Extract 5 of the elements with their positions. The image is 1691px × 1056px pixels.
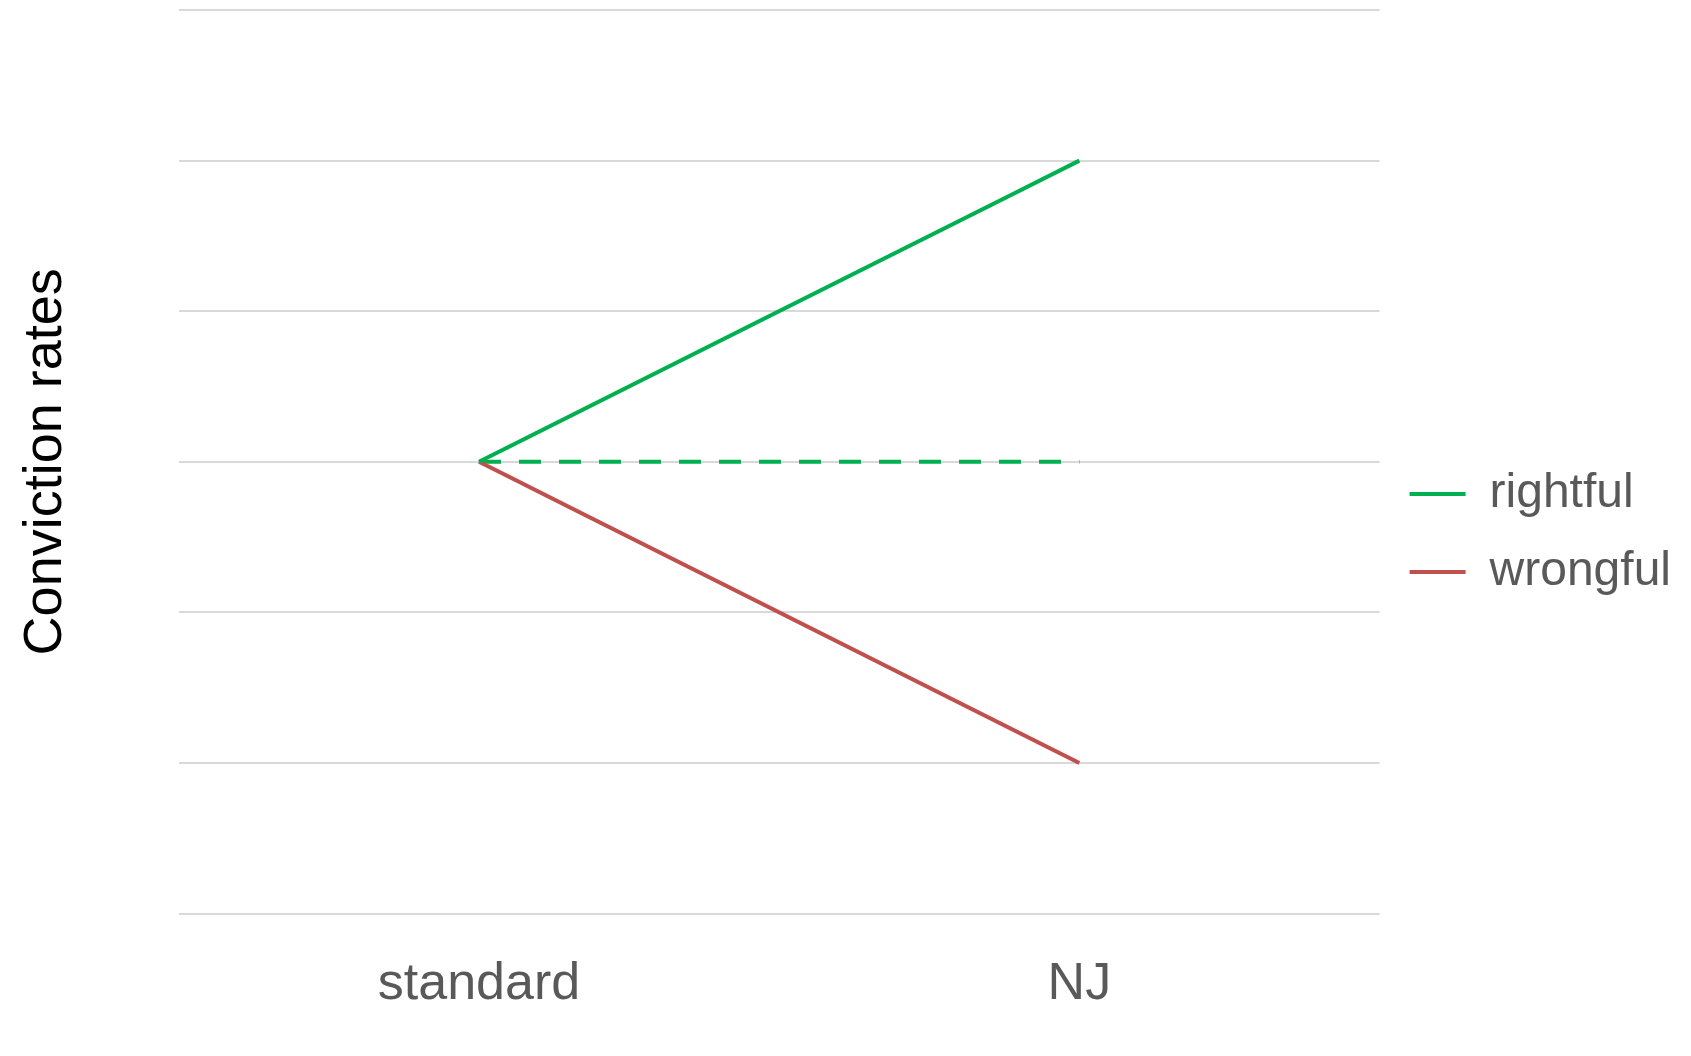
legend-label: wrongful xyxy=(1488,542,1672,596)
x-tick-label: NJ xyxy=(1047,952,1112,1011)
legend-label: rightful xyxy=(1489,464,1634,518)
y-axis-title: Conviction rates xyxy=(12,268,73,656)
x-tick-label: standard xyxy=(377,952,581,1011)
